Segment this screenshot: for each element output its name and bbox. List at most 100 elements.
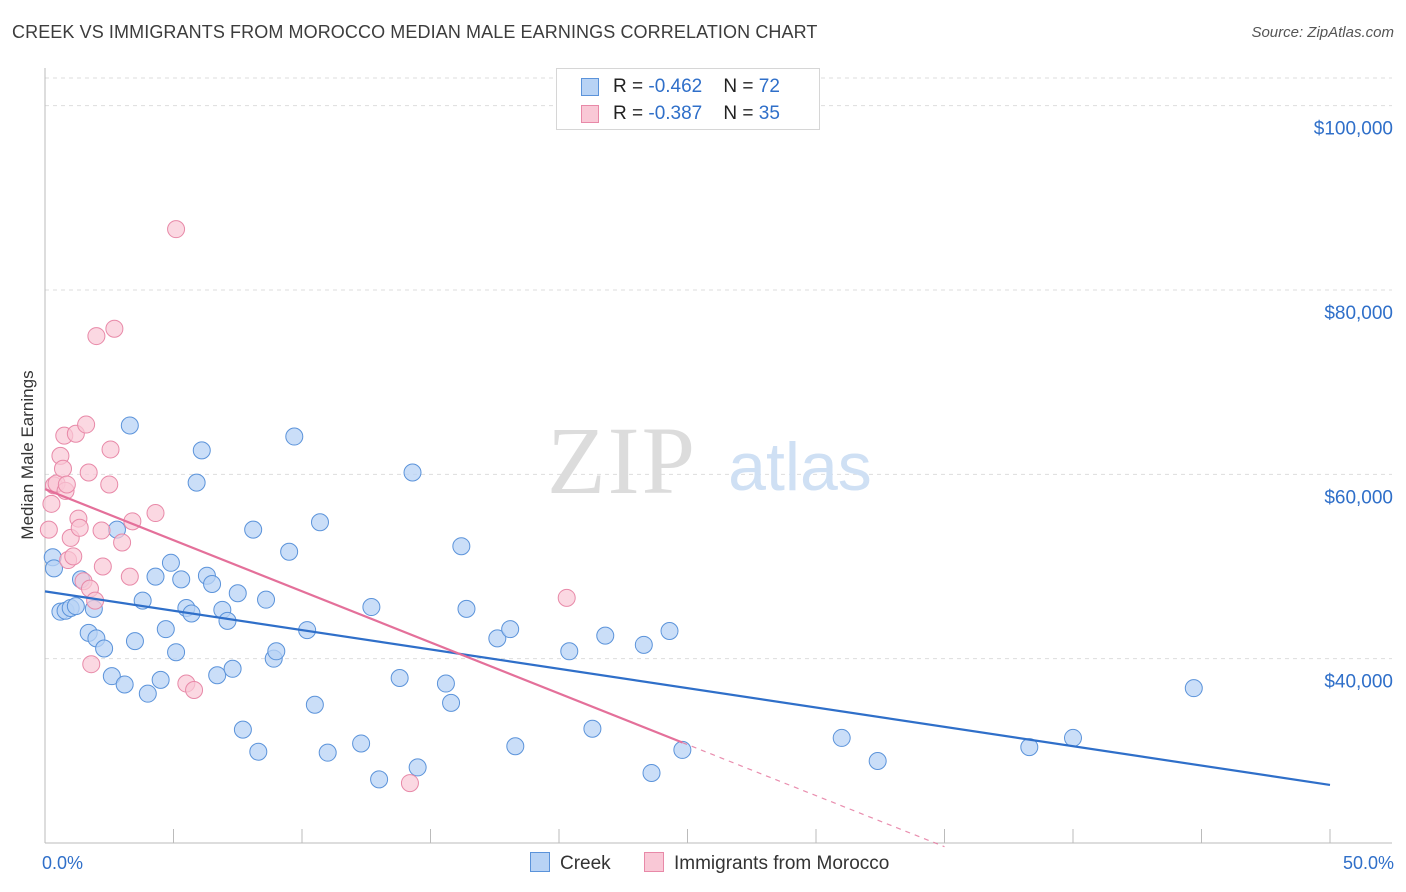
morocco-n-value: 35 bbox=[758, 103, 780, 124]
creek-points bbox=[43, 416, 1203, 789]
correlation-legend: R = -0.462 N = 72 R = -0.387 N = 35 bbox=[556, 68, 820, 130]
creek-point bbox=[120, 416, 139, 435]
creek-point bbox=[403, 463, 422, 482]
creek-point bbox=[408, 758, 427, 777]
morocco-point bbox=[105, 319, 124, 338]
creek-point bbox=[151, 670, 170, 689]
creek-point bbox=[172, 570, 191, 589]
creek-point bbox=[305, 695, 324, 714]
creek-point bbox=[1064, 728, 1082, 747]
morocco-point bbox=[82, 655, 101, 674]
creek-point bbox=[436, 674, 455, 693]
creek-point bbox=[156, 620, 175, 639]
bottom-legend-morocco: Immigrants from Morocco bbox=[644, 852, 889, 875]
creek-point bbox=[267, 642, 286, 661]
morocco-legend-label: Immigrants from Morocco bbox=[674, 853, 890, 874]
creek-point bbox=[362, 598, 381, 617]
creek-r-value: -0.462 bbox=[648, 76, 703, 97]
creek-r-label: R = bbox=[613, 76, 649, 97]
morocco-trend-extension bbox=[682, 741, 945, 848]
morocco-point bbox=[57, 475, 76, 494]
creek-n-label: N = bbox=[723, 76, 759, 97]
morocco-trend-line bbox=[44, 488, 683, 744]
morocco-point bbox=[146, 504, 165, 523]
creek-point bbox=[44, 559, 63, 578]
creek-point bbox=[203, 575, 222, 594]
chart-title: CREEK VS IMMIGRANTS FROM MOROCCO MEDIAN … bbox=[12, 22, 818, 42]
morocco-point bbox=[557, 588, 576, 607]
morocco-point bbox=[79, 463, 98, 482]
creek-point bbox=[560, 642, 579, 661]
morocco-legend-swatch bbox=[644, 852, 664, 872]
creek-point bbox=[115, 675, 134, 694]
y-tick-label: $60,000 bbox=[1324, 487, 1393, 508]
morocco-point bbox=[64, 547, 83, 566]
morocco-point bbox=[42, 494, 61, 513]
creek-point bbox=[192, 441, 211, 460]
watermark: ZIP atlas bbox=[547, 407, 872, 514]
y-tick-labels: $40,000 $60,000 $80,000 $100,000 bbox=[1314, 119, 1393, 693]
morocco-r-value: -0.387 bbox=[648, 103, 703, 124]
creek-point bbox=[244, 520, 263, 539]
morocco-point bbox=[77, 415, 96, 434]
creek-point bbox=[488, 629, 507, 648]
x-tick-label-min: 0.0% bbox=[42, 853, 84, 873]
morocco-point bbox=[113, 533, 132, 552]
creek-point bbox=[146, 567, 165, 586]
creek-point bbox=[102, 667, 121, 686]
grid-lines bbox=[45, 77, 1392, 660]
morocco-point bbox=[120, 567, 139, 586]
morocco-point bbox=[101, 440, 120, 459]
axes bbox=[44, 68, 1392, 844]
creek-point bbox=[161, 553, 180, 572]
creek-point bbox=[868, 751, 887, 770]
creek-point bbox=[249, 742, 268, 761]
creek-point bbox=[370, 770, 389, 789]
morocco-swatch bbox=[581, 105, 599, 123]
creek-point bbox=[634, 635, 653, 654]
morocco-point bbox=[92, 521, 111, 540]
creek-point bbox=[642, 763, 661, 782]
creek-point bbox=[167, 643, 186, 662]
creek-point bbox=[506, 737, 525, 756]
creek-point bbox=[66, 597, 85, 616]
creek-point bbox=[257, 590, 276, 609]
creek-point bbox=[187, 473, 206, 492]
creek-point bbox=[390, 669, 409, 688]
creek-point bbox=[596, 626, 615, 645]
creek-point bbox=[223, 659, 242, 678]
creek-point bbox=[832, 728, 851, 747]
bottom-legend-creek: Creek bbox=[530, 852, 611, 875]
creek-point bbox=[218, 611, 237, 630]
morocco-point bbox=[400, 774, 419, 793]
creek-point bbox=[457, 599, 476, 618]
creek-point bbox=[501, 620, 520, 639]
source-credit: Source: ZipAtlas.com bbox=[1251, 24, 1394, 41]
creek-point bbox=[1184, 679, 1203, 698]
morocco-point bbox=[100, 475, 119, 494]
creek-n-value: 72 bbox=[758, 76, 780, 97]
creek-legend-label: Creek bbox=[560, 853, 611, 874]
creek-point bbox=[208, 666, 227, 685]
creek-point bbox=[233, 720, 252, 739]
watermark-zip: ZIP bbox=[547, 407, 697, 514]
creek-trend-line bbox=[44, 590, 1331, 787]
creek-point bbox=[352, 734, 371, 753]
y-tick-label: $80,000 bbox=[1324, 303, 1393, 324]
trend-lines bbox=[44, 488, 1331, 848]
creek-point bbox=[228, 584, 247, 603]
creek-point bbox=[95, 639, 114, 658]
creek-point bbox=[452, 537, 471, 556]
creek-point bbox=[660, 622, 679, 641]
creek-legend-swatch bbox=[530, 852, 550, 872]
x-tick-label-max: 50.0% bbox=[1342, 853, 1394, 873]
y-tick-label: $100,000 bbox=[1314, 119, 1393, 140]
morocco-r-label: R = bbox=[613, 103, 649, 124]
creek-point bbox=[280, 542, 299, 561]
morocco-point bbox=[87, 327, 106, 346]
morocco-point bbox=[70, 518, 89, 537]
creek-point bbox=[285, 427, 304, 446]
creek-point bbox=[583, 719, 602, 738]
creek-point bbox=[442, 693, 461, 712]
